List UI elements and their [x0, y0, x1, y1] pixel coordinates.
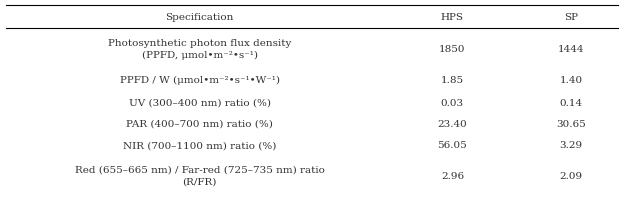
Text: PAR (400–700 nm) ratio (%): PAR (400–700 nm) ratio (%) [126, 119, 273, 128]
Text: HPS: HPS [441, 13, 464, 22]
Text: 23.40: 23.40 [437, 119, 467, 128]
Text: NIR (700–1100 nm) ratio (%): NIR (700–1100 nm) ratio (%) [123, 140, 276, 149]
Text: 2.09: 2.09 [559, 171, 583, 180]
Text: 56.05: 56.05 [437, 140, 467, 149]
Text: 1.85: 1.85 [441, 76, 464, 85]
Text: 0.03: 0.03 [441, 98, 464, 107]
Text: 30.65: 30.65 [556, 119, 586, 128]
Text: Photosynthetic photon flux density
(PPFD, μmol•m⁻²•s⁻¹): Photosynthetic photon flux density (PPFD… [108, 39, 291, 59]
Text: 1850: 1850 [439, 44, 466, 54]
Text: 3.29: 3.29 [559, 140, 583, 149]
Text: 0.14: 0.14 [559, 98, 583, 107]
Text: Specification: Specification [165, 13, 234, 22]
Text: 1.40: 1.40 [559, 76, 583, 85]
Text: SP: SP [564, 13, 578, 22]
Text: 1444: 1444 [558, 44, 584, 54]
Text: UV (300–400 nm) ratio (%): UV (300–400 nm) ratio (%) [129, 98, 271, 107]
Text: 2.96: 2.96 [441, 171, 464, 180]
Text: Red (655–665 nm) / Far-red (725–735 nm) ratio
(R/FR): Red (655–665 nm) / Far-red (725–735 nm) … [75, 165, 324, 186]
Text: PPFD / W (μmol•m⁻²•s⁻¹•W⁻¹): PPFD / W (μmol•m⁻²•s⁻¹•W⁻¹) [120, 76, 280, 85]
